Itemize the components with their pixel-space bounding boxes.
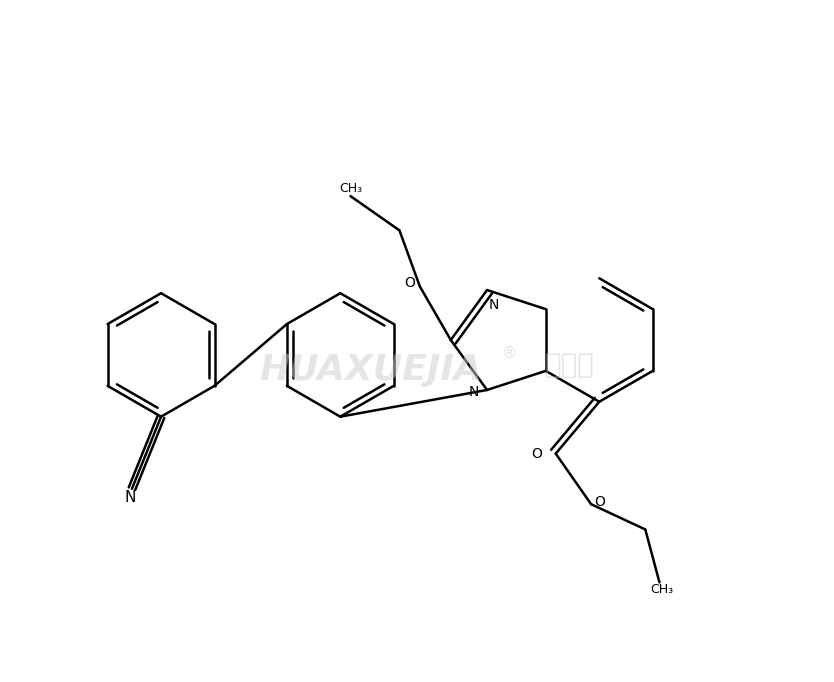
Text: N: N: [489, 298, 500, 312]
Text: CH₃: CH₃: [650, 583, 673, 596]
Text: N: N: [469, 385, 479, 399]
Text: ®: ®: [502, 346, 517, 361]
Text: O: O: [594, 495, 605, 509]
Text: O: O: [531, 447, 542, 460]
Text: N: N: [124, 490, 136, 505]
Text: 化学加: 化学加: [545, 351, 595, 379]
Text: CH₃: CH₃: [339, 182, 362, 195]
Text: O: O: [404, 276, 414, 290]
Text: HUAXUEJIA: HUAXUEJIA: [259, 353, 481, 387]
